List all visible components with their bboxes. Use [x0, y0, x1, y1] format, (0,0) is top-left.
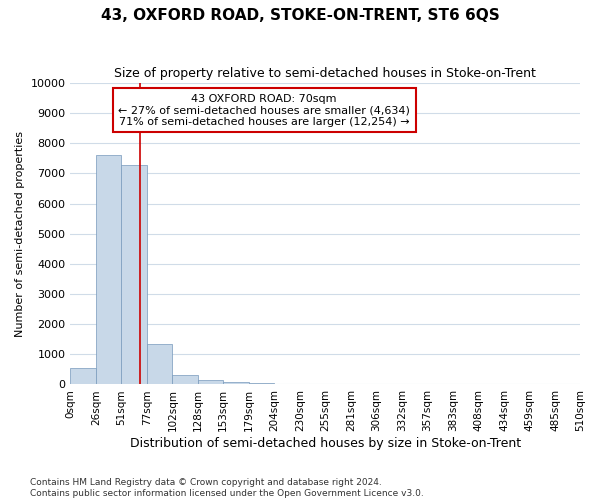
Bar [121, 165, 148, 384]
Bar [172, 375, 199, 384]
Text: 43 OXFORD ROAD: 70sqm
← 27% of semi-detached houses are smaller (4,634)
71% of s: 43 OXFORD ROAD: 70sqm ← 27% of semi-deta… [118, 94, 410, 127]
Bar [249, 383, 274, 384]
Bar [70, 368, 97, 384]
Y-axis label: Number of semi-detached properties: Number of semi-detached properties [15, 131, 25, 337]
Bar [199, 380, 223, 384]
Bar [148, 344, 172, 385]
Bar [97, 155, 121, 384]
X-axis label: Distribution of semi-detached houses by size in Stoke-on-Trent: Distribution of semi-detached houses by … [130, 437, 521, 450]
Text: Contains HM Land Registry data © Crown copyright and database right 2024.
Contai: Contains HM Land Registry data © Crown c… [30, 478, 424, 498]
Bar [223, 382, 249, 384]
Title: Size of property relative to semi-detached houses in Stoke-on-Trent: Size of property relative to semi-detach… [114, 68, 536, 80]
Text: 43, OXFORD ROAD, STOKE-ON-TRENT, ST6 6QS: 43, OXFORD ROAD, STOKE-ON-TRENT, ST6 6QS [101, 8, 499, 22]
